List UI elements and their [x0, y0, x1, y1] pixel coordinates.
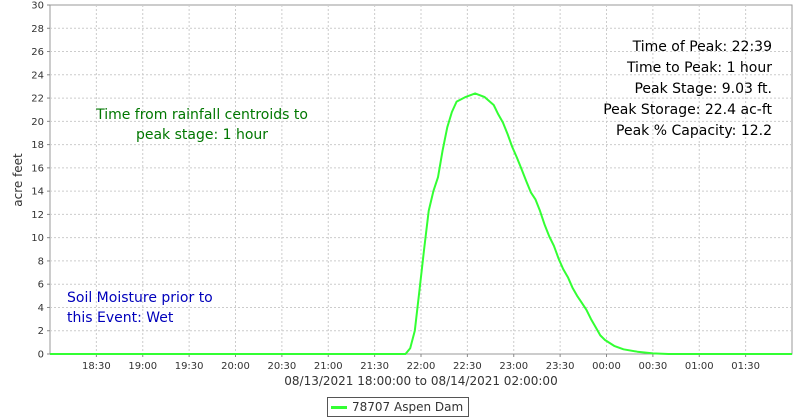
x-tick-label: 22:00: [407, 361, 436, 372]
x-tick-label: 23:00: [499, 361, 528, 372]
rainfall-annotation-line1: Time from rainfall centroids to: [95, 107, 308, 123]
y-tick-label: 28: [31, 24, 44, 35]
x-tick-label: 21:30: [360, 361, 389, 372]
x-tick-label: 01:00: [685, 361, 714, 372]
y-tick-label: 4: [38, 303, 44, 314]
series-line-aspen-dam: [50, 92, 792, 355]
y-tick-label: 30: [31, 1, 44, 12]
x-axis-ticks: 18:30 19:00 19:30 20:00 20:30 21:00 21:30 22:00…: [82, 354, 760, 372]
soil-moisture-annotation-line1: Soil Moisture prior to: [67, 290, 213, 306]
x-axis-title: 08/13/2021 18:00:00 to 08/14/2021 02:00:…: [284, 374, 557, 388]
y-tick-label: 20: [31, 117, 44, 128]
x-tick-label: 00:30: [638, 361, 667, 372]
x-tick-label: 21:00: [314, 361, 343, 372]
y-tick-label: 26: [31, 47, 44, 58]
chart-legend: 78707 Aspen Dam: [327, 397, 470, 417]
x-tick-label: 23:30: [546, 361, 575, 372]
y-tick-label: 2: [38, 326, 44, 337]
x-tick-label: 00:00: [592, 361, 621, 372]
x-tick-label: 20:30: [267, 361, 296, 372]
legend-label: 78707 Aspen Dam: [352, 400, 464, 414]
series-group: [50, 92, 792, 355]
peak-time-label: Time of Peak: 22:39: [632, 39, 772, 55]
y-tick-label: 8: [38, 256, 44, 267]
y-tick-label: 12: [31, 210, 44, 221]
x-tick-label: 01:30: [731, 361, 760, 372]
x-tick-label: 19:00: [128, 361, 157, 372]
x-tick-label: 20:00: [221, 361, 250, 372]
y-tick-label: 22: [31, 94, 44, 105]
peak-storage-label: Peak Storage: 22.4 ac-ft: [603, 102, 772, 118]
y-tick-label: 14: [31, 187, 44, 198]
y-tick-label: 18: [31, 140, 44, 151]
y-tick-label: 16: [31, 163, 44, 174]
x-tick-label: 19:30: [175, 361, 204, 372]
y-tick-label: 24: [31, 70, 44, 81]
peak-stage-label: Peak Stage: 9.03 ft.: [634, 81, 772, 97]
y-tick-label: 10: [31, 233, 44, 244]
y-tick-label: 6: [38, 280, 44, 291]
y-tick-label: 0: [38, 350, 44, 361]
y-axis-title: acre feet: [11, 153, 25, 207]
legend-swatch: [331, 405, 347, 409]
time-to-peak-label: Time to Peak: 1 hour: [626, 60, 772, 76]
soil-moisture-annotation-line2: this Event: Wet: [67, 310, 174, 326]
peak-capacity-label: Peak % Capacity: 12.2: [616, 123, 772, 139]
x-tick-label: 18:30: [82, 361, 111, 372]
rainfall-annotation-line2: peak stage: 1 hour: [136, 127, 268, 143]
x-tick-label: 22:30: [453, 361, 482, 372]
plot-area-background: [49, 4, 793, 355]
